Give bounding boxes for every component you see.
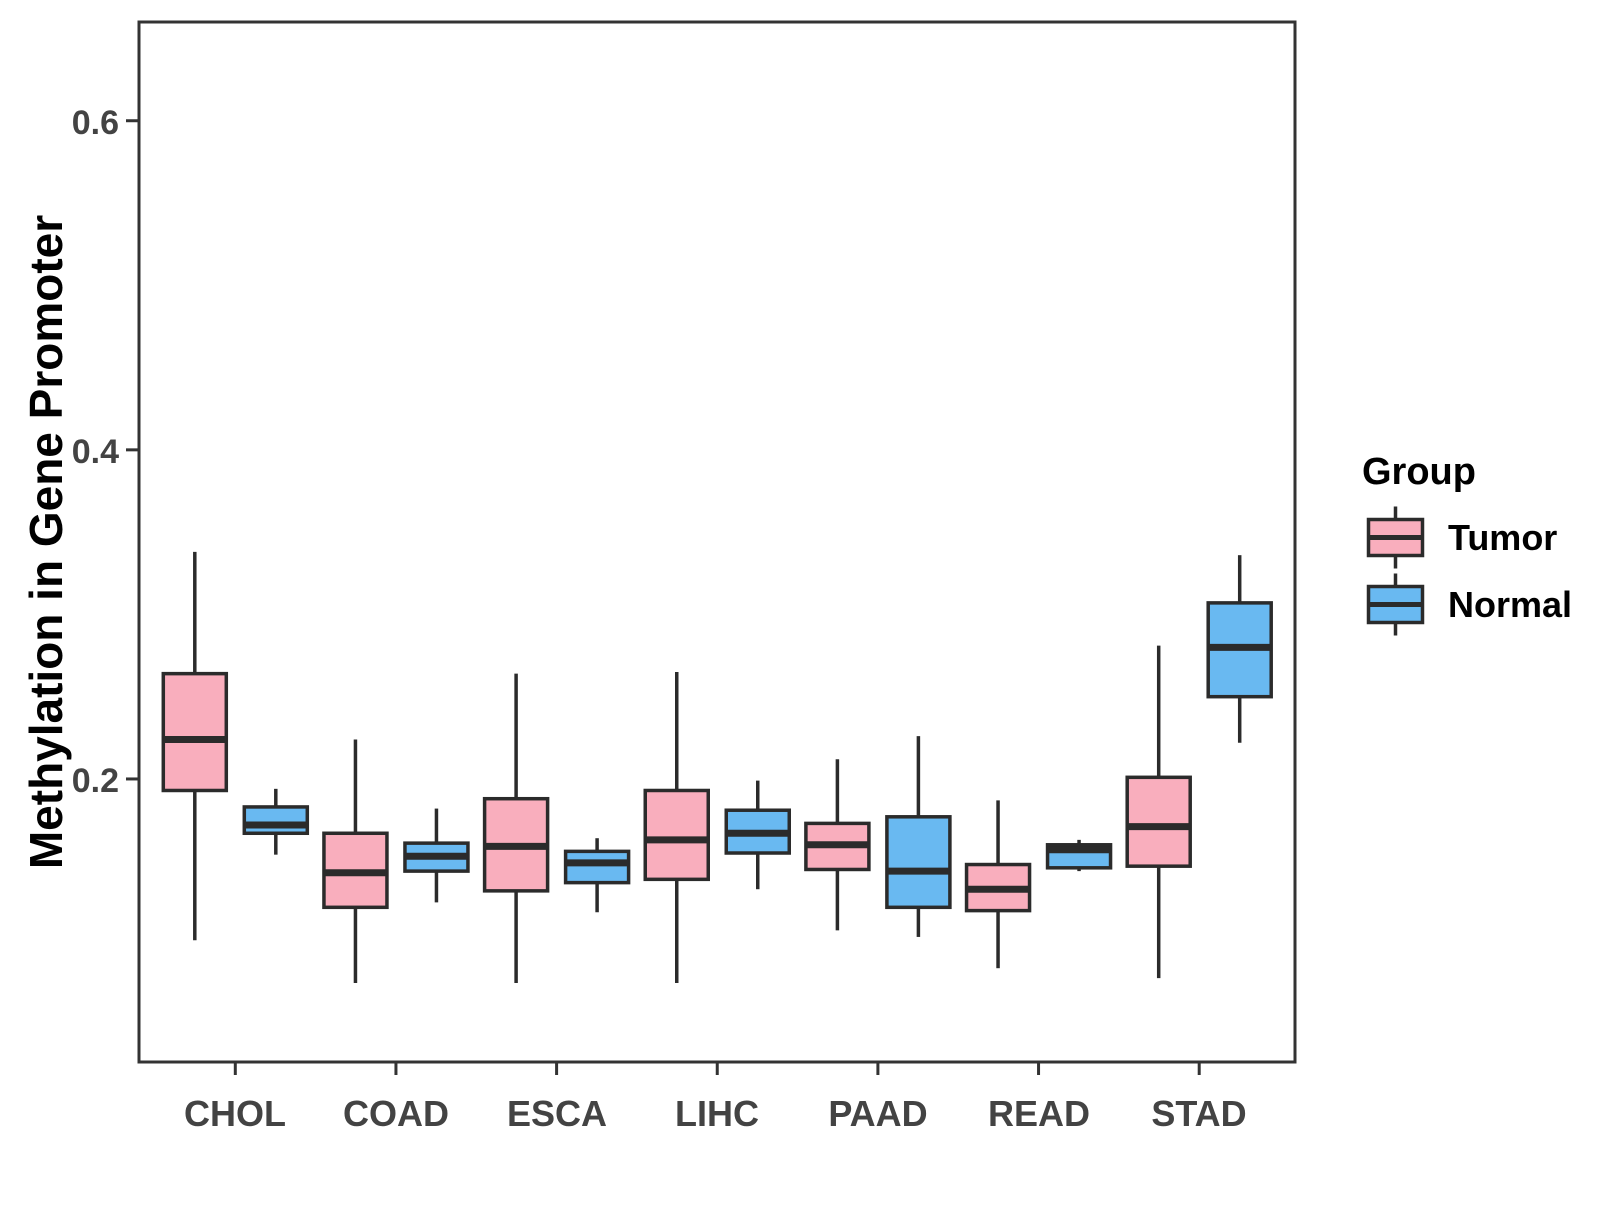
boxplot-coad-tumor (322, 739, 389, 984)
iqr-box (161, 671, 229, 793)
boxplot-read-tumor (964, 800, 1032, 969)
boxplot-stad-normal (1206, 555, 1273, 743)
x-category-label: STAD (1151, 1093, 1246, 1134)
legend-key-tumor (1366, 506, 1425, 569)
iqr-box (1125, 775, 1192, 868)
y-axis-title: Methylation in Gene Promoter (20, 215, 72, 869)
x-category-label: READ (988, 1093, 1090, 1134)
iqr-box (563, 849, 631, 885)
y-tick-label: 0.6 (72, 104, 119, 142)
boxplot-read-normal (1045, 839, 1113, 872)
boxplot-paad-normal (885, 736, 952, 937)
legend-glyphs (1366, 506, 1425, 636)
x-category-label: PAAD (828, 1093, 927, 1134)
y-tick-label: 0.4 (72, 433, 119, 471)
boxplot-paad-tumor (804, 759, 871, 931)
iqr-box (885, 815, 952, 910)
boxplot-esca-normal (563, 838, 631, 913)
axis-ticks (126, 119, 1201, 1075)
legend-title: Group (1362, 451, 1476, 493)
x-category-label: COAD (343, 1093, 449, 1134)
legend-key-normal (1366, 573, 1425, 636)
plot-panel-border (137, 20, 1297, 1064)
boxplot-lihc-tumor (643, 672, 710, 984)
x-category-label: LIHC (675, 1093, 759, 1134)
boxplot-esca-tumor (482, 673, 550, 984)
iqr-box (643, 788, 710, 882)
iqr-box (242, 805, 310, 836)
legend-item-normal-label: Normal (1448, 584, 1572, 625)
boxplot-stad-tumor (1125, 645, 1192, 979)
x-category-label: CHOL (184, 1093, 286, 1134)
x-category-label: ESCA (507, 1093, 607, 1134)
boxplot-layer (161, 551, 1273, 984)
boxplot-chol-tumor (161, 551, 229, 941)
boxplot-chol-normal (242, 788, 310, 855)
boxplot-lihc-normal (724, 780, 791, 890)
legend-item-tumor-label: Tumor (1448, 517, 1557, 558)
y-tick-label: 0.2 (72, 762, 119, 800)
boxplot-coad-normal (403, 808, 470, 903)
